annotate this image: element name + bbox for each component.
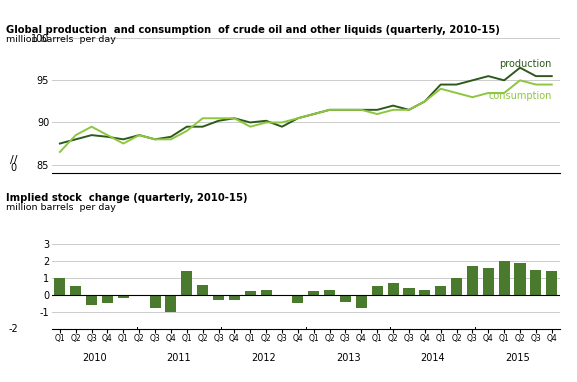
Bar	[530, 270, 541, 295]
Text: 2011: 2011	[167, 353, 191, 363]
Bar	[54, 278, 65, 295]
Text: //: //	[10, 155, 17, 165]
Bar	[102, 295, 113, 303]
Text: Implied stock  change (quarterly, 2010-15): Implied stock change (quarterly, 2010-15…	[6, 193, 248, 203]
Bar	[166, 295, 177, 312]
Bar	[276, 295, 287, 296]
Text: production: production	[499, 59, 552, 70]
Bar	[403, 288, 414, 295]
Bar	[499, 261, 509, 295]
Bar	[118, 295, 129, 298]
Text: 2015: 2015	[505, 353, 530, 363]
Bar	[213, 295, 224, 300]
Bar	[86, 295, 97, 305]
Bar	[134, 295, 145, 296]
Bar	[419, 290, 430, 295]
Bar	[181, 271, 192, 295]
Bar	[324, 290, 335, 295]
Bar	[229, 295, 240, 300]
Bar	[197, 285, 208, 295]
Text: million barrels  per day: million barrels per day	[6, 203, 115, 212]
Bar	[451, 278, 462, 295]
Bar	[467, 266, 478, 295]
Bar	[388, 283, 399, 295]
Text: 2013: 2013	[336, 353, 361, 363]
Text: 2012: 2012	[251, 353, 276, 363]
Text: 0: 0	[11, 163, 17, 173]
Text: 2014: 2014	[421, 353, 445, 363]
Text: million barrels  per day: million barrels per day	[6, 35, 115, 44]
Text: consumption: consumption	[488, 91, 552, 101]
Text: 2010: 2010	[82, 353, 107, 363]
Bar	[293, 295, 304, 303]
Bar	[149, 295, 160, 308]
Bar	[70, 286, 81, 295]
Bar	[356, 295, 367, 308]
Text: Global production  and consumption  of crude oil and other liquids (quarterly, 2: Global production and consumption of cru…	[6, 25, 500, 35]
Bar	[340, 295, 351, 301]
Bar	[546, 271, 557, 295]
Bar	[435, 286, 446, 295]
Bar	[245, 291, 256, 295]
Bar	[372, 286, 383, 295]
Bar	[483, 268, 494, 295]
Text: -2: -2	[9, 324, 18, 333]
Bar	[515, 263, 526, 295]
Bar	[261, 290, 272, 295]
Bar	[308, 291, 319, 295]
